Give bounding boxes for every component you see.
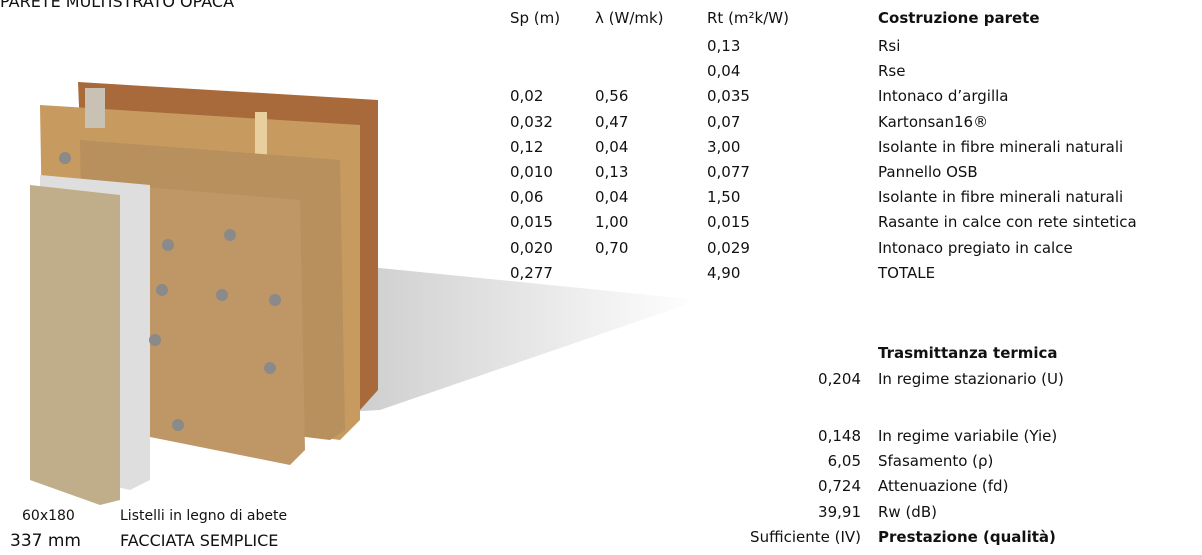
table-cell: Kartonsan16® xyxy=(878,113,988,131)
column-header: Rt (m²k/W) xyxy=(707,9,789,27)
thermal-value: 0,148 xyxy=(818,427,861,445)
thermal-label: Prestazione (qualità) xyxy=(878,528,1056,546)
table-cell: 0,12 xyxy=(510,138,543,156)
facade-type: FACCIATA SEMPLICE xyxy=(120,532,278,550)
table-cell: 0,015 xyxy=(707,213,750,231)
table-cell: TOTALE xyxy=(878,264,935,282)
table-cell: 0,04 xyxy=(595,138,628,156)
table-cell: 0,029 xyxy=(707,239,750,257)
table-cell: 0,06 xyxy=(510,188,543,206)
table-cell: 0,277 xyxy=(510,264,553,282)
table-cell: 3,00 xyxy=(707,138,740,156)
table-cell: 0,02 xyxy=(510,87,543,105)
table-cell: Rsi xyxy=(878,37,900,55)
table-cell: 0,010 xyxy=(510,163,553,181)
thermal-value: Sufficiente (IV) xyxy=(750,528,861,546)
layer-plaster xyxy=(30,185,120,505)
section-title: Trasmittanza termica xyxy=(878,344,1058,362)
table-cell: 1,00 xyxy=(595,213,628,231)
column-header: Sp (m) xyxy=(510,9,560,27)
thermal-value: 39,91 xyxy=(818,503,861,521)
thermal-label: In regime variabile (Yie) xyxy=(878,427,1057,445)
table-cell: 1,50 xyxy=(707,188,740,206)
table-cell: 0,70 xyxy=(595,239,628,257)
table-cell: Rasante in calce con rete sintetica xyxy=(878,213,1137,231)
page: {"header": {"title": "PARETE MULTISTRATO… xyxy=(0,0,1202,555)
thermal-value: 6,05 xyxy=(828,452,861,470)
title: PARETE MULTISTRATO OPACA xyxy=(0,0,234,11)
table-cell: Intonaco d’argilla xyxy=(878,87,1008,105)
stud xyxy=(85,88,105,128)
table-cell: 0,032 xyxy=(510,113,553,131)
table-cell: 0,56 xyxy=(595,87,628,105)
table-cell: Isolante in fibre minerali naturali xyxy=(878,188,1123,206)
table-cell: Pannello OSB xyxy=(878,163,978,181)
batten-desc: Listelli in legno di abete xyxy=(120,507,287,525)
thermal-value: 0,204 xyxy=(818,370,861,388)
table-cell: Intonaco pregiato in calce xyxy=(878,239,1073,257)
table-cell: 0,13 xyxy=(595,163,628,181)
table-cell: Isolante in fibre minerali naturali xyxy=(878,138,1123,156)
thermal-value: 0,724 xyxy=(818,477,861,495)
table-cell: 0,47 xyxy=(595,113,628,131)
thickness: 337 mm xyxy=(10,532,81,550)
thermal-label: In regime stazionario (U) xyxy=(878,370,1064,388)
column-header: λ (W/mk) xyxy=(595,9,664,27)
table-cell: 0,015 xyxy=(510,213,553,231)
table-cell: 0,13 xyxy=(707,37,740,55)
thermal-label: Sfasamento (ρ) xyxy=(878,452,993,470)
table-cell: 0,07 xyxy=(707,113,740,131)
table-cell: 0,035 xyxy=(707,87,750,105)
table-cell: 0,077 xyxy=(707,163,750,181)
batten-size: 60x180 xyxy=(22,507,75,525)
table-cell: 0,020 xyxy=(510,239,553,257)
table-cell: 0,04 xyxy=(595,188,628,206)
column-header: Costruzione parete xyxy=(878,9,1040,27)
thermal-label: Rw (dB) xyxy=(878,503,937,521)
table-cell: 0,04 xyxy=(707,62,740,80)
thermal-label: Attenuazione (fd) xyxy=(878,477,1008,495)
wall-illustration xyxy=(0,0,1202,555)
table-cell: 4,90 xyxy=(707,264,740,282)
table-cell: Rse xyxy=(878,62,905,80)
